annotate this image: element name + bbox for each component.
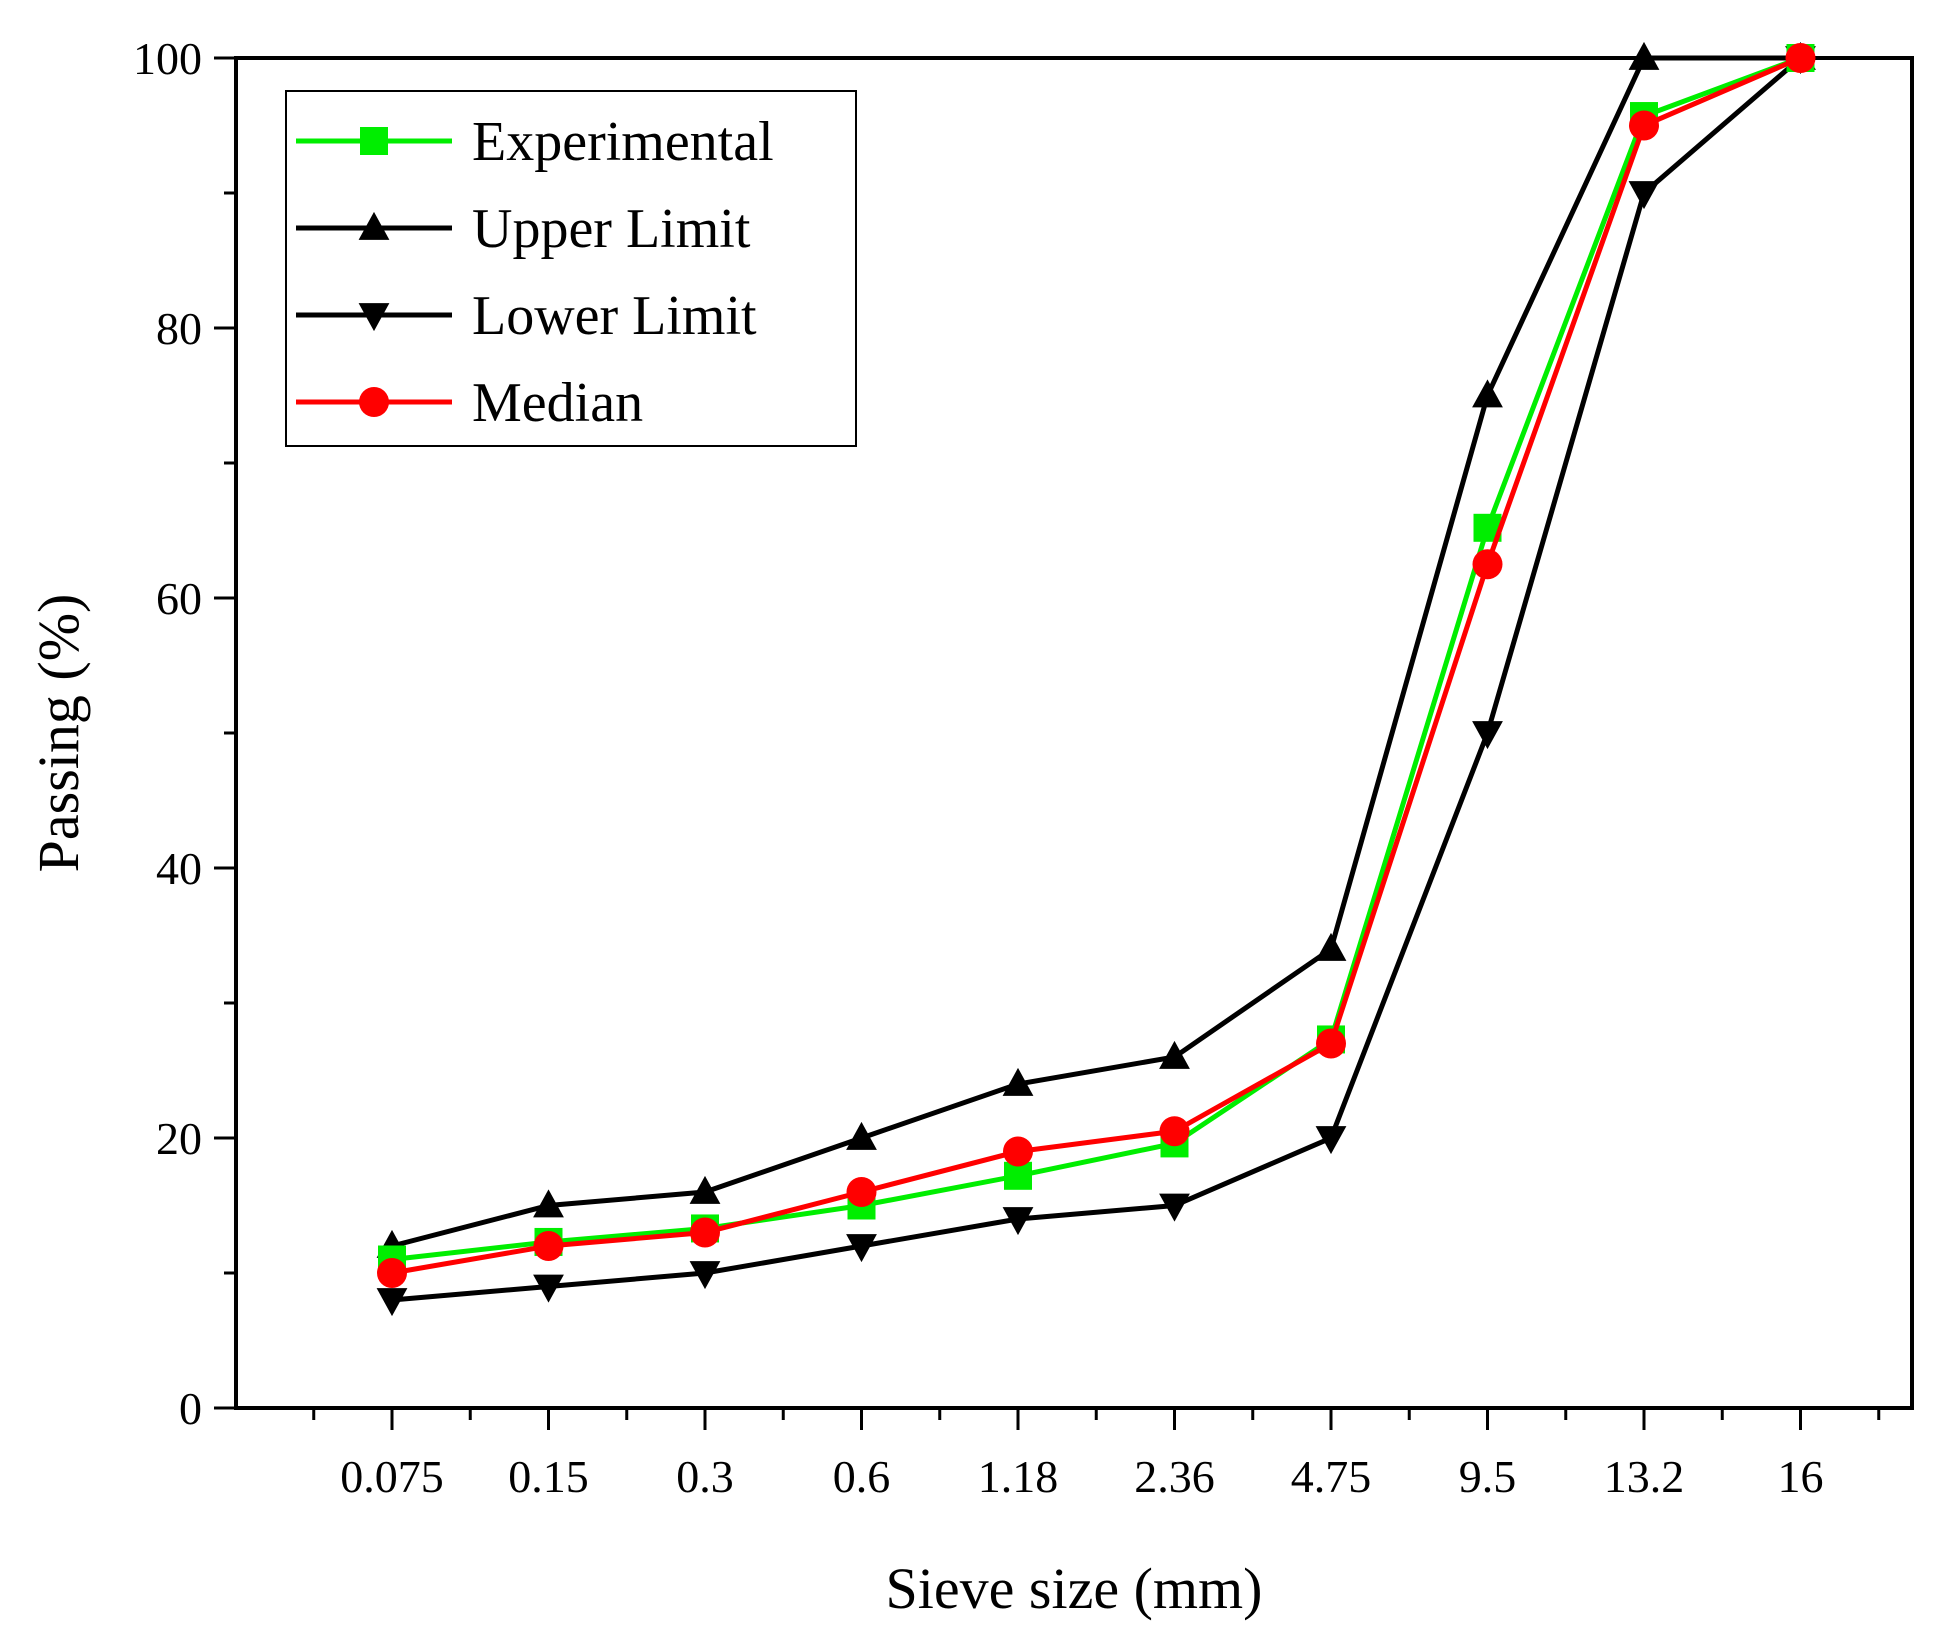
- series-layer: [376, 41, 1816, 1317]
- data-point: [1316, 1028, 1346, 1059]
- data-point: [1003, 1136, 1033, 1167]
- y-tick-label: 20: [156, 1113, 202, 1164]
- x-tick-label: 1.18: [978, 1451, 1059, 1502]
- y-tick-label: 80: [156, 303, 202, 354]
- series-upper-limit: [376, 41, 1816, 1258]
- legend: Experimental Upper Limit Lower Limit Median: [285, 90, 857, 447]
- y-axis: 0 20 40 60 80 100: [133, 33, 236, 1434]
- y-tick-label: 40: [156, 843, 202, 894]
- series-line: [391, 55, 1801, 1249]
- data-point: [377, 1258, 407, 1288]
- data-point: [1159, 1193, 1190, 1222]
- data-point: [533, 1189, 564, 1218]
- x-tick-label: 9.5: [1459, 1451, 1517, 1502]
- data-point: [1628, 41, 1660, 70]
- data-point: [690, 1217, 720, 1248]
- series-line: [391, 55, 1802, 1276]
- legend-entry-experimental: Experimental: [296, 111, 774, 173]
- x-tick-label: 0.075: [340, 1451, 444, 1502]
- x-tick-label: 2.36: [1134, 1451, 1215, 1502]
- data-point: [846, 1234, 877, 1263]
- data-point: [846, 1121, 877, 1150]
- y-tick-label: 60: [156, 573, 202, 624]
- legend-marker: [359, 387, 389, 417]
- legend-label: Upper Limit: [472, 198, 751, 260]
- legend-entry-upper-limit: Upper Limit: [296, 198, 751, 260]
- legend-label: Lower Limit: [472, 285, 757, 347]
- series-lower-limit: [376, 46, 1816, 1317]
- x-tick-label: 13.2: [1604, 1451, 1685, 1502]
- legend-marker: [358, 303, 390, 332]
- y-axis-title: Passing (%): [26, 594, 91, 873]
- data-point: [1629, 110, 1659, 141]
- data-point: [846, 1177, 877, 1207]
- data-point: [533, 1274, 564, 1303]
- x-tick-label: 16: [1778, 1451, 1824, 1502]
- data-point: [1472, 549, 1503, 580]
- data-point: [1472, 379, 1503, 408]
- data-point: [1628, 181, 1660, 210]
- x-tick-label: 0.6: [833, 1451, 891, 1502]
- data-point: [1002, 1207, 1034, 1236]
- y-tick-label: 0: [179, 1383, 202, 1434]
- x-axis-title: Sieve size (mm): [886, 1556, 1263, 1621]
- x-tick-label: 0.15: [508, 1451, 589, 1502]
- data-point: [1315, 932, 1347, 961]
- data-point: [1785, 43, 1816, 73]
- data-point: [1315, 1126, 1347, 1155]
- y-tick-label: 100: [133, 33, 202, 84]
- legend-entry-median: Median: [296, 372, 643, 434]
- data-point: [689, 1175, 721, 1204]
- x-axis: 0.075 0.15 0.3 0.6 1.18 2.36 4.75 9.5 13.2 16: [312, 1408, 1881, 1502]
- legend-marker: [360, 127, 388, 155]
- legend-label: Experimental: [472, 111, 774, 173]
- data-point: [376, 1288, 408, 1317]
- legend-label: Median: [472, 372, 643, 434]
- data-point: [1159, 1116, 1190, 1147]
- data-point: [689, 1261, 721, 1290]
- data-point: [1002, 1067, 1034, 1096]
- series-line: [391, 56, 1803, 1303]
- x-tick-label: 4.75: [1291, 1451, 1372, 1502]
- x-tick-label: 0.3: [676, 1451, 734, 1502]
- data-point: [1159, 1040, 1190, 1069]
- data-point: [1472, 721, 1503, 750]
- series-line: [391, 55, 1802, 1262]
- data-point: [533, 1231, 564, 1261]
- legend-marker: [358, 211, 390, 240]
- series-median: [377, 43, 1816, 1288]
- legend-entry-lower-limit: Lower Limit: [296, 285, 757, 347]
